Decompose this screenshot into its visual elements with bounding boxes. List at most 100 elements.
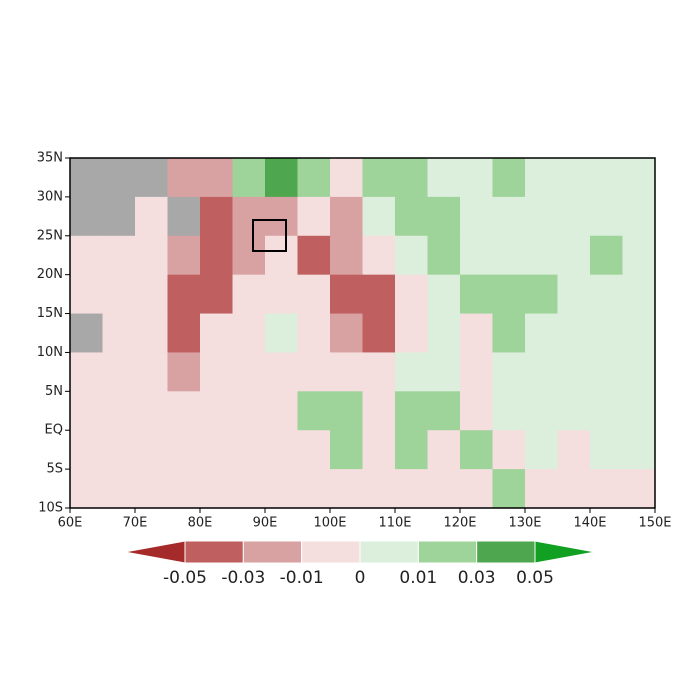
- cell: [265, 235, 298, 276]
- cell: [427, 274, 461, 315]
- cell: [427, 430, 461, 470]
- cell: [590, 352, 623, 392]
- cell: [232, 158, 266, 198]
- y-tick-label: 35N: [37, 151, 63, 166]
- cell: [200, 274, 233, 315]
- cell: [102, 235, 136, 276]
- cell: [395, 196, 428, 237]
- cell: [265, 274, 298, 315]
- y-tick-label: EQ: [45, 423, 63, 438]
- cell: [395, 430, 428, 470]
- cell: [330, 313, 363, 353]
- x-tick-label: 130E: [508, 516, 541, 531]
- cell: [265, 158, 298, 198]
- cell: [590, 469, 623, 509]
- cell: [167, 469, 201, 509]
- cell: [297, 469, 331, 509]
- cell: [362, 469, 396, 509]
- cell: [135, 196, 168, 237]
- cell: [395, 352, 428, 392]
- cell: [622, 430, 656, 470]
- colorbar-label: 0.05: [516, 568, 554, 588]
- cell: [525, 313, 558, 353]
- colorbar-label: -0.01: [280, 568, 324, 588]
- y-tick-label: 30N: [37, 189, 63, 204]
- cell: [525, 352, 558, 392]
- cell: [135, 430, 168, 470]
- y-tick-label: 25N: [37, 228, 63, 243]
- cell: [427, 196, 461, 237]
- cell: [525, 274, 558, 315]
- colorbar-low: [124, 540, 186, 564]
- cell: [622, 158, 656, 198]
- x-tick-label: 120E: [443, 516, 476, 531]
- cell: [265, 469, 298, 509]
- cell: [135, 235, 168, 276]
- cell: [135, 274, 168, 315]
- cell: [102, 430, 136, 470]
- cell: [460, 196, 493, 237]
- x-tick-label: 90E: [253, 516, 278, 531]
- cell: [557, 469, 591, 509]
- cell: [330, 158, 363, 198]
- colorbar-label: 0.01: [399, 568, 437, 588]
- cell: [330, 391, 363, 431]
- cell: [460, 430, 493, 470]
- cell: [232, 313, 266, 353]
- y-tick-label: 10N: [37, 345, 63, 360]
- cell: [70, 235, 103, 276]
- cell: [492, 235, 526, 276]
- cell: [557, 158, 591, 198]
- x-tick-label: 60E: [58, 516, 83, 531]
- cell: [525, 430, 558, 470]
- colorbar-high: [534, 540, 596, 564]
- cell: [232, 352, 266, 392]
- cell: [427, 235, 461, 276]
- cell: [622, 352, 656, 392]
- missing-cell: [70, 313, 103, 353]
- cell: [362, 430, 396, 470]
- cell: [362, 274, 396, 315]
- cell: [200, 313, 233, 353]
- cell: [265, 196, 298, 237]
- cell: [265, 352, 298, 392]
- cell: [330, 352, 363, 392]
- cell: [200, 430, 233, 470]
- cell: [460, 391, 493, 431]
- cell: [427, 352, 461, 392]
- cell: [622, 196, 656, 237]
- cell: [525, 469, 558, 509]
- field: [70, 158, 656, 509]
- cell: [200, 352, 233, 392]
- cell: [492, 352, 526, 392]
- cell: [167, 352, 201, 392]
- cell: [427, 158, 461, 198]
- cell: [622, 274, 656, 315]
- cell: [167, 158, 201, 198]
- colorbar-box: [417, 540, 478, 564]
- missing-cell: [135, 158, 168, 198]
- cell: [492, 158, 526, 198]
- y-tick-label: 10S: [38, 501, 63, 516]
- cell: [297, 196, 331, 237]
- cell: [232, 274, 266, 315]
- cell: [590, 158, 623, 198]
- cell: [232, 196, 266, 237]
- cell: [557, 352, 591, 392]
- cell: [557, 196, 591, 237]
- cell: [362, 391, 396, 431]
- cell: [297, 158, 331, 198]
- cell: [427, 391, 461, 431]
- cell: [557, 430, 591, 470]
- map-frame: [69, 157, 656, 509]
- cell: [70, 469, 103, 509]
- colorbar-label: 0: [355, 568, 366, 588]
- cell: [590, 313, 623, 353]
- cell: [200, 235, 233, 276]
- y-tick-label: 5N: [45, 384, 63, 399]
- cell: [102, 469, 136, 509]
- x-tick-label: 110E: [378, 516, 411, 531]
- cell: [427, 313, 461, 353]
- colorbar-box: [476, 540, 536, 564]
- cell: [167, 391, 201, 431]
